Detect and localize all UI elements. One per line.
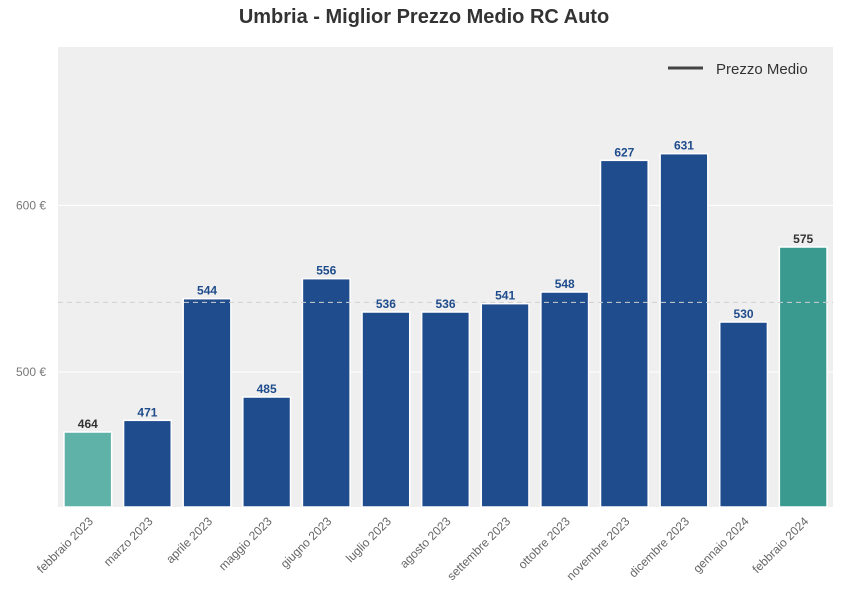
bar-value-label: 544 — [197, 284, 217, 298]
x-tick-label: novembre 2023 — [564, 514, 633, 583]
x-tick-label: giugno 2023 — [278, 514, 335, 571]
bar — [242, 396, 292, 508]
bar-value-label: 471 — [137, 405, 157, 419]
bar-value-label: 627 — [614, 145, 634, 159]
bar-value-label: 485 — [257, 382, 277, 396]
bar-value-label: 464 — [78, 417, 98, 431]
bar — [301, 277, 351, 508]
x-tick-label: ottobre 2023 — [515, 514, 573, 572]
x-tick-label: agosto 2023 — [397, 514, 454, 571]
bar — [599, 159, 649, 508]
bar-value-label: 575 — [793, 232, 813, 246]
x-tick-label: marzo 2023 — [101, 514, 156, 569]
bar — [659, 152, 709, 508]
chart-title: Umbria - Miglior Prezzo Medio RC Auto — [238, 6, 610, 28]
bar — [778, 246, 828, 508]
bar — [718, 321, 769, 508]
bar-value-label: 530 — [734, 307, 754, 321]
x-tick-label: gennaio 2024 — [690, 514, 752, 576]
bar-value-label: 556 — [316, 264, 336, 278]
bar — [361, 311, 411, 508]
x-tick-label: aprile 2023 — [163, 514, 215, 566]
x-tick-label: maggio 2023 — [216, 514, 275, 573]
x-tick-label: dicembre 2023 — [626, 514, 692, 580]
bar — [63, 431, 113, 508]
y-tick-label: 500 € — [16, 365, 46, 379]
bar-value-label: 536 — [376, 297, 396, 311]
bar-value-label: 631 — [674, 139, 694, 153]
bar — [182, 297, 232, 508]
bar — [122, 419, 173, 508]
bar-value-label: 541 — [495, 289, 515, 303]
bar-value-label: 548 — [555, 277, 575, 291]
legend: Prezzo Medio — [668, 61, 808, 78]
x-tick-label: luglio 2023 — [343, 514, 394, 565]
x-tick-label: settembre 2023 — [444, 514, 513, 583]
bar — [480, 302, 530, 508]
legend-label: Prezzo Medio — [716, 61, 808, 78]
bar — [420, 311, 471, 508]
x-tick-label: febbraio 2024 — [750, 514, 812, 576]
bar-value-label: 536 — [435, 297, 455, 311]
bar — [540, 291, 590, 508]
y-tick-label: 600 € — [16, 198, 46, 212]
x-tick-label: febbraio 2023 — [34, 514, 96, 576]
